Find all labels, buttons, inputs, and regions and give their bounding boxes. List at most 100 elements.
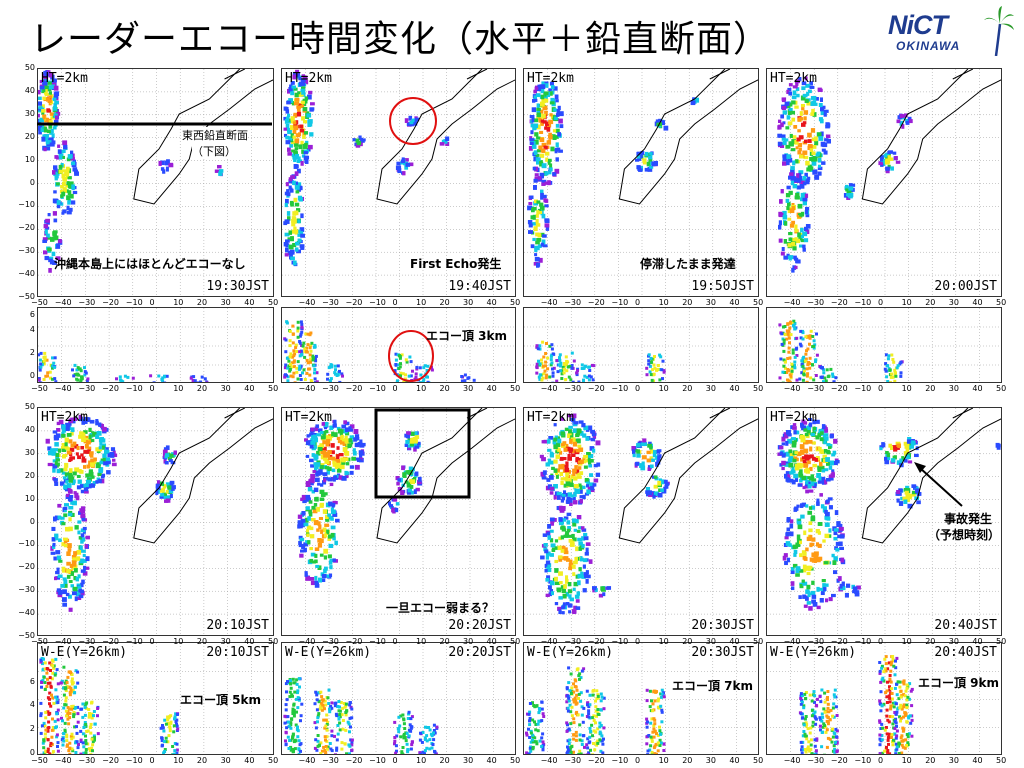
- echo-cell: [297, 524, 301, 529]
- echo-cell: [294, 138, 300, 144]
- echo-cell: [583, 558, 588, 563]
- echo-cell: [805, 480, 809, 485]
- echo-cell: [300, 702, 304, 706]
- echo-cell: [300, 246, 305, 250]
- echo-cell: [649, 464, 654, 469]
- echo-cell: [829, 460, 835, 466]
- echo-cell: [560, 372, 564, 376]
- echo-cell: [293, 87, 298, 91]
- echo-cell: [348, 701, 352, 705]
- echo-cell: [73, 363, 77, 367]
- echo-cell: [791, 244, 796, 249]
- echo-cell: [899, 360, 903, 364]
- echo-cell: [401, 465, 405, 471]
- echo-cell: [164, 736, 168, 740]
- echo-cell: [809, 157, 814, 162]
- echo-cell: [289, 721, 293, 725]
- echo-cell: [297, 514, 303, 519]
- echo-cell: [92, 481, 96, 486]
- echo-cell: [846, 193, 851, 197]
- echo-cell: [327, 366, 331, 370]
- echo-cell: [394, 744, 398, 748]
- echo-cell: [301, 344, 305, 348]
- echo-cell: [819, 449, 825, 454]
- echo-cell: [546, 531, 551, 536]
- echo-cell: [906, 488, 911, 494]
- echo-cell: [301, 149, 306, 154]
- echo-cell: [70, 747, 74, 751]
- echo-cell: [63, 144, 68, 150]
- echo-cell: [62, 686, 65, 690]
- echo-cell: [531, 107, 537, 113]
- echo-cell: [42, 359, 46, 363]
- echo-cell: [636, 151, 641, 157]
- echo-cell: [327, 477, 333, 482]
- echo-cell: [47, 712, 51, 716]
- echo-cell: [600, 586, 605, 591]
- echo-cell: [75, 740, 79, 744]
- echo-cell: [805, 209, 809, 215]
- echo-cell: [299, 553, 304, 558]
- echo-cell: [828, 445, 832, 449]
- echo-cell: [578, 460, 582, 464]
- echo-cell: [83, 465, 87, 469]
- echo-cell: [291, 736, 294, 740]
- echo-cell: [90, 458, 95, 463]
- echo-cell: [39, 712, 43, 716]
- echo-cell: [909, 445, 915, 449]
- echo-cell: [803, 238, 809, 243]
- echo-cell: [78, 561, 84, 566]
- echo-cell: [44, 71, 49, 77]
- echo-cell: [88, 434, 92, 440]
- echo-cell: [819, 598, 824, 603]
- echo-cell: [55, 171, 60, 176]
- echo-cell: [313, 343, 317, 347]
- echo-cell: [324, 724, 328, 728]
- echo-cell: [805, 374, 809, 378]
- echo-cell: [323, 735, 327, 739]
- echo-cell: [828, 528, 832, 533]
- echo-cell: [389, 504, 394, 508]
- echo-cell: [289, 686, 293, 690]
- echo-cell: [87, 446, 92, 451]
- echo-cell: [568, 447, 574, 452]
- echo-cell: [289, 188, 294, 193]
- echo-cell: [420, 740, 424, 744]
- echo-cell: [327, 435, 332, 441]
- echo-cell: [823, 561, 829, 565]
- echo-cell: [786, 531, 791, 535]
- echo-cell: [797, 483, 803, 487]
- echo-cell: [166, 715, 170, 719]
- echo-cell: [81, 715, 85, 719]
- echo-cell: [403, 158, 409, 162]
- echo-cell: [547, 535, 552, 540]
- echo-cell: [300, 161, 304, 166]
- echo-cell: [575, 373, 579, 377]
- echo-cell: [427, 726, 431, 729]
- echo-cell: [565, 446, 571, 452]
- echo-cell: [72, 500, 77, 506]
- radar-map-2040: [767, 408, 1001, 635]
- echo-cell: [577, 475, 582, 479]
- echo-cell: [576, 529, 581, 533]
- echo-cell: [804, 172, 808, 178]
- echo-cell: [811, 580, 815, 585]
- echo-cell: [549, 553, 554, 557]
- echo-cell: [795, 80, 799, 86]
- echo-cell: [833, 528, 839, 532]
- echo-cell: [536, 245, 540, 251]
- echo-cell: [393, 742, 396, 746]
- echo-cell: [290, 201, 294, 207]
- echo-cell: [547, 161, 551, 165]
- echo-cell: [540, 736, 544, 740]
- echo-cell: [646, 458, 652, 463]
- echo-cell: [344, 470, 348, 476]
- echo-cell: [339, 464, 345, 470]
- echo-cell: [48, 268, 52, 273]
- echo-cell: [541, 81, 545, 86]
- echo-cell: [67, 548, 72, 552]
- echo-cell: [819, 97, 823, 102]
- echo-cell: [833, 536, 838, 541]
- echo-cell: [61, 719, 64, 723]
- echo-cell: [890, 446, 894, 450]
